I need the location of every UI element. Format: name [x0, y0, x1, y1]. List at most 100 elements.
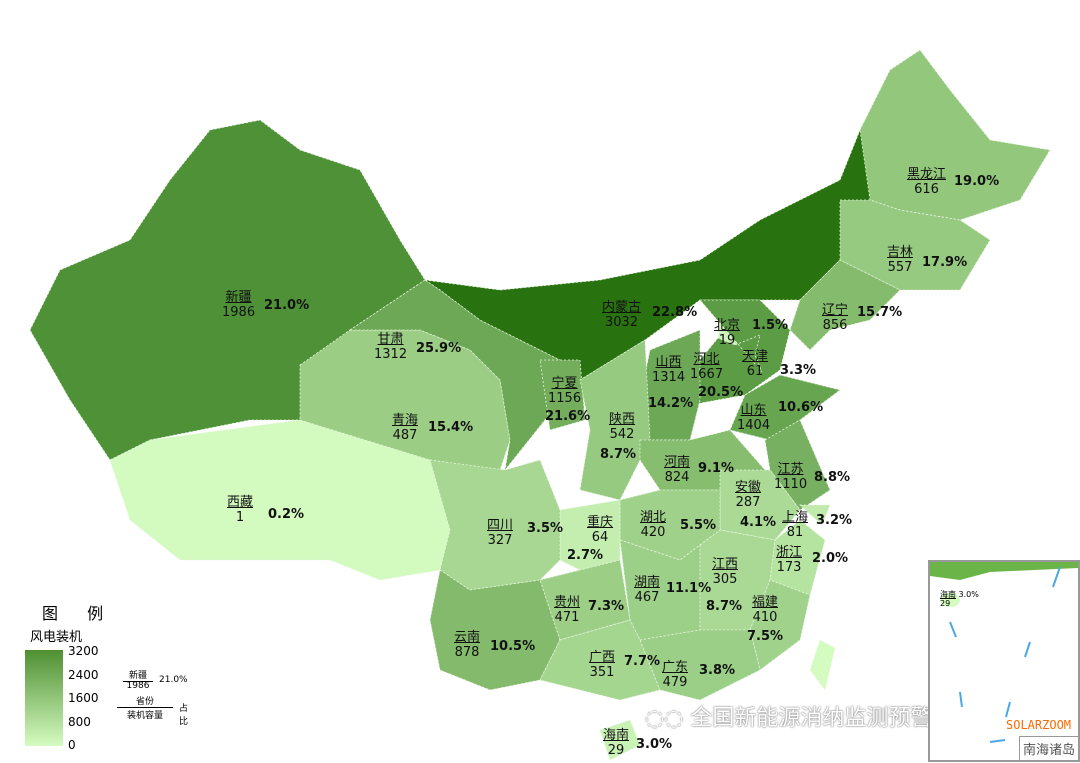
province-region[interactable]: [789, 259, 901, 351]
province-name: 云南: [454, 630, 481, 645]
province-name: 上海: [782, 510, 809, 525]
province-name: 甘肃: [377, 332, 404, 347]
province-capacity: 305: [712, 572, 738, 587]
legend-subtitle: 风电装机: [30, 630, 83, 645]
province-region[interactable]: [579, 339, 651, 501]
province-label: 宁夏 1156: [548, 376, 581, 406]
province-label: 上海 81: [782, 510, 808, 540]
province-share: 20.5%: [698, 385, 744, 400]
taiwan-region: [810, 640, 835, 690]
province-share: 22.8%: [652, 305, 698, 320]
province-region[interactable]: [599, 719, 641, 761]
province-region[interactable]: [429, 569, 561, 691]
province-share: 10.6%: [778, 400, 824, 415]
example-share-label: 占比: [179, 704, 189, 727]
province-capacity: 1110: [774, 477, 808, 492]
province-capacity: 420: [640, 525, 666, 540]
province-region[interactable]: [539, 619, 661, 701]
province-region[interactable]: [429, 459, 561, 591]
province-capacity: 351: [589, 665, 615, 680]
province-name: 内蒙古: [602, 300, 642, 315]
province-name: 山西: [655, 355, 682, 370]
province-capacity: 824: [664, 470, 690, 485]
province-share: 2.7%: [567, 548, 604, 563]
province-capacity: 287: [735, 495, 761, 510]
province-label: 北京 19: [714, 318, 740, 348]
province-capacity: 487: [392, 428, 418, 443]
province-capacity: 479: [662, 675, 688, 690]
province-label: 陕西 542: [609, 412, 635, 442]
province-region[interactable]: [749, 579, 811, 671]
province-capacity: 327: [487, 533, 513, 548]
province-capacity: 471: [554, 610, 580, 625]
province-name: 海南: [603, 728, 630, 743]
province-share: 3.0%: [636, 737, 673, 752]
province-share: 17.9%: [922, 255, 968, 270]
province-label: 四川 327: [487, 518, 513, 548]
province-share: 21.6%: [545, 409, 591, 424]
province-capacity: 1156: [548, 391, 582, 406]
province-share: 3.2%: [816, 513, 853, 528]
inset-hainan-label: 海南 3.0% 29: [940, 590, 979, 608]
province-share: 15.4%: [428, 420, 474, 435]
province-name: 吉林: [887, 245, 914, 260]
south-china-sea-inset: 海南 3.0% 29 南海诸岛: [928, 560, 1080, 762]
province-region[interactable]: [764, 419, 831, 511]
province-name: 北京: [714, 318, 741, 333]
province-capacity: 29: [607, 743, 625, 758]
province-label: 福建 410: [752, 595, 778, 625]
province-region[interactable]: [798, 504, 831, 526]
province-name: 辽宁: [822, 303, 849, 318]
province-capacity: 1404: [737, 418, 771, 433]
brand-logo: SOLARZOOM: [1006, 718, 1072, 732]
province-share: 11.1%: [666, 581, 712, 596]
province-capacity: 557: [887, 260, 913, 275]
province-name: 浙江: [776, 545, 803, 560]
province-capacity: 64: [591, 530, 609, 545]
province-capacity: 410: [752, 610, 778, 625]
province-region[interactable]: [539, 359, 586, 431]
province-name: 广东: [662, 660, 689, 675]
province-capacity: 616: [914, 182, 939, 197]
province-name: 安徽: [735, 480, 762, 495]
province-label: 西藏 1: [227, 495, 253, 525]
example-value: 1986: [126, 681, 150, 691]
province-region[interactable]: [539, 559, 631, 641]
province-label: 新疆 1986: [222, 290, 255, 320]
province-label: 黑龙江 616: [907, 167, 946, 197]
province-region[interactable]: [109, 419, 451, 581]
province-name: 湖南: [634, 575, 661, 590]
legend-tick: 2400: [68, 668, 99, 682]
province-label: 安徽 287: [735, 480, 761, 510]
province-name: 山东: [740, 403, 767, 418]
province-region[interactable]: [639, 629, 761, 701]
province-capacity: 1: [235, 510, 245, 525]
province-label: 贵州 471: [554, 595, 580, 625]
province-name: 天津: [742, 349, 769, 364]
province-share: 10.5%: [490, 639, 536, 654]
province-label: 云南 878: [454, 630, 480, 660]
province-name: 黑龙江: [907, 167, 947, 182]
province-name: 江苏: [777, 462, 804, 477]
wechat-icon: ◌◌: [645, 706, 691, 731]
province-share: 25.9%: [416, 341, 462, 356]
province-name: 西藏: [227, 495, 254, 510]
inset-hainan-pct: 3.0%: [958, 590, 979, 599]
province-name: 四川: [487, 518, 514, 533]
province-share: 15.7%: [857, 305, 903, 320]
province-label: 湖南 467: [634, 575, 660, 605]
province-label: 山西 1314: [652, 355, 685, 385]
province-share: 8.7%: [706, 599, 743, 614]
province-capacity: 467: [634, 590, 660, 605]
province-label: 山东 1404: [737, 403, 770, 433]
province-region[interactable]: [859, 49, 1051, 221]
province-name: 湖北: [640, 510, 667, 525]
example-pct: 21.0%: [159, 675, 188, 685]
province-share: 2.0%: [812, 551, 849, 566]
province-name: 陕西: [609, 412, 636, 427]
province-region[interactable]: [769, 519, 826, 596]
watermark: ◌◌ 全国新能源消纳监测预警中心: [645, 700, 976, 732]
province-label: 湖北 420: [640, 510, 666, 540]
